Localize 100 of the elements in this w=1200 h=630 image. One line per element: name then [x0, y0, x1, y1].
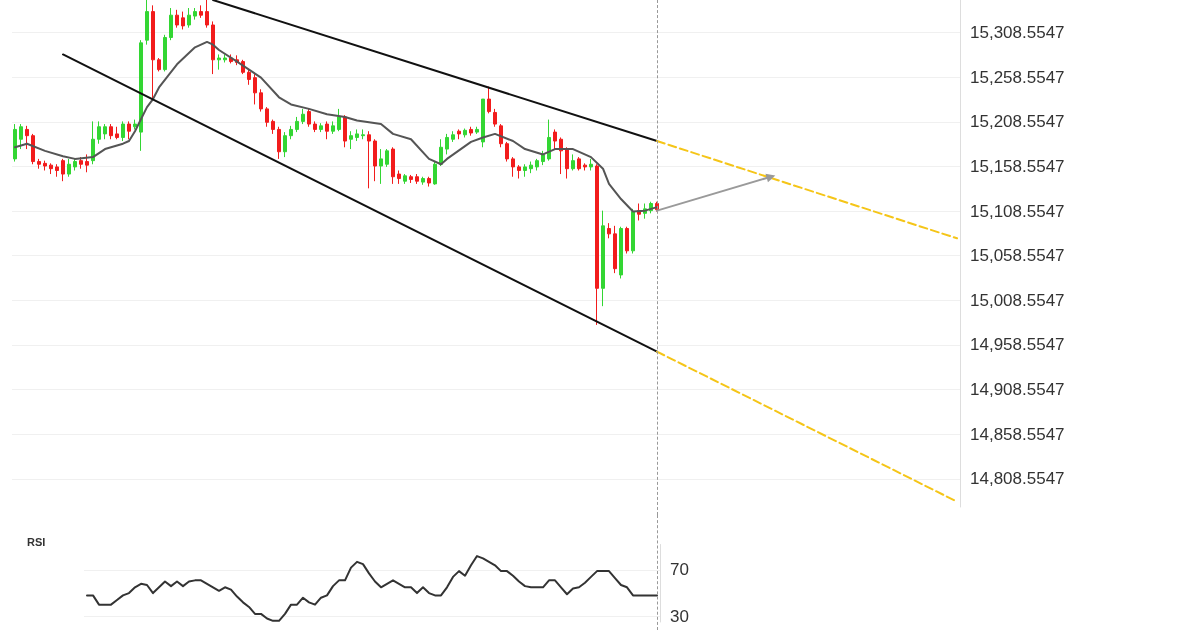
candlestick: [331, 120, 335, 135]
candlestick: [571, 153, 575, 171]
candlestick: [409, 174, 413, 184]
candlestick: [31, 133, 35, 165]
candlestick: [367, 130, 371, 189]
candlestick: [79, 156, 83, 170]
candlestick: [535, 158, 539, 171]
candlestick: [187, 7, 191, 29]
candlestick: [397, 169, 401, 185]
candlestick: [445, 133, 449, 155]
candlestick: [121, 120, 125, 142]
candlestick: [313, 120, 317, 133]
y-tick-label: 14,908.5547: [970, 380, 1065, 400]
candlestick: [13, 123, 17, 163]
candlestick: [175, 9, 179, 29]
candlestick: [151, 4, 155, 100]
candlestick: [211, 20, 215, 75]
candlestick: [199, 4, 203, 19]
candlestick: [457, 128, 461, 140]
y-tick-label: 14,808.5547: [970, 469, 1065, 489]
candlestick: [511, 156, 515, 178]
candlestick: [559, 136, 563, 175]
candlestick: [403, 173, 407, 185]
candlestick: [127, 120, 131, 140]
candlestick: [619, 226, 623, 279]
line-series: [86, 555, 658, 622]
candlestick: [271, 119, 275, 135]
y-tick-label: 15,008.5547: [970, 290, 1065, 310]
candlestick: [133, 119, 137, 130]
candlestick: [505, 141, 509, 163]
candlestick: [379, 148, 383, 185]
candlestick: [469, 126, 473, 137]
candlestick: [37, 158, 41, 170]
y-tick-label: 70: [670, 560, 689, 580]
candlestick: [49, 162, 53, 175]
candlestick: [289, 125, 293, 140]
candlestick: [169, 7, 173, 41]
candlestick: [19, 123, 23, 150]
y-tick-label: 15,258.5547: [970, 67, 1065, 87]
candlestick: [493, 108, 497, 128]
y-tick-label: 15,108.5547: [970, 201, 1065, 221]
y-tick-label: 15,058.5547: [970, 246, 1065, 266]
candlestick: [475, 126, 479, 135]
candlestick: [481, 98, 485, 148]
y-tick-label: 14,858.5547: [970, 424, 1065, 444]
candlestick: [295, 116, 299, 133]
y-tick-label: 15,308.5547: [970, 23, 1065, 43]
candlestick: [355, 128, 359, 142]
candlestick: [247, 69, 251, 86]
chart-title: RSI: [27, 535, 46, 548]
candlestick: [547, 119, 551, 162]
candlestick: [439, 138, 443, 167]
candlestick: [517, 164, 521, 180]
candlestick: [319, 122, 323, 133]
y-tick-label: 30: [670, 606, 689, 626]
y-tick-label: 15,208.5547: [970, 112, 1065, 132]
candlestick: [325, 120, 329, 140]
candlestick: [565, 146, 569, 180]
candlestick: [487, 86, 491, 114]
candlestick: [181, 11, 185, 30]
candlestick: [217, 53, 221, 71]
candlestick: [25, 125, 29, 150]
candlestick: [277, 126, 281, 160]
line-series: [14, 40, 658, 213]
candlestick: [301, 108, 305, 125]
candlestick: [427, 176, 431, 188]
y-tick-label: 14,958.5547: [970, 335, 1065, 355]
candlestick: [631, 208, 635, 254]
candlestick: [73, 158, 77, 171]
candlestick: [139, 39, 143, 152]
candlestick: [613, 225, 617, 274]
candlestick: [625, 226, 629, 254]
candlestick: [415, 173, 419, 185]
candlestick: [433, 161, 437, 186]
candlestick: [283, 131, 287, 158]
candlestick: [259, 88, 263, 113]
candlestick: [67, 158, 71, 178]
candlestick: [343, 114, 347, 148]
candlestick: [109, 123, 113, 140]
candlestick: [115, 126, 119, 140]
candlestick: [373, 138, 377, 182]
candlestick: [583, 162, 587, 171]
candlestick: [43, 160, 47, 171]
candlestick: [265, 106, 269, 128]
candlestick: [103, 123, 107, 140]
candlestick: [451, 130, 455, 143]
candlestick: [577, 156, 581, 171]
candlestick: [163, 34, 167, 72]
candlestick: [97, 120, 101, 145]
candlestick: [421, 176, 425, 186]
candlestick: [391, 146, 395, 185]
candlestick: [55, 163, 59, 178]
candlestick: [205, 0, 209, 29]
candlestick: [553, 128, 557, 150]
candlestick: [349, 130, 353, 150]
candlestick: [601, 210, 605, 307]
candlestick: [91, 120, 95, 165]
candlestick: [307, 108, 311, 128]
candlestick: [589, 158, 593, 171]
candlestick: [463, 128, 467, 138]
